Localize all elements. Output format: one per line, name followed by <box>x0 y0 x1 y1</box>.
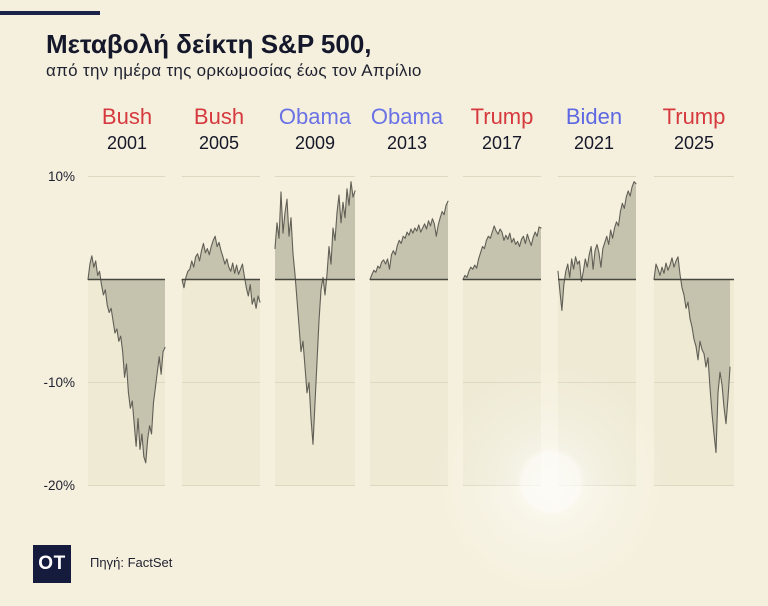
area-fill <box>654 256 730 453</box>
president-name-label: Obama <box>278 104 352 129</box>
panel-header-trump-2025: Trump 2025 <box>644 104 744 154</box>
series-line <box>181 235 261 309</box>
president-name-label: Bush <box>101 104 153 129</box>
panel-header-trump-2017: Trump 2017 <box>452 104 552 154</box>
panel-header-obama-2009: Obama 2009 <box>265 104 365 154</box>
inauguration-year-label: 2009 <box>294 133 336 153</box>
president-name-label: Bush <box>193 104 245 129</box>
inauguration-year-label: 2005 <box>198 133 240 153</box>
panel-biden-2021 <box>557 176 637 486</box>
area-fill <box>275 181 355 445</box>
panel-obama-2013 <box>369 176 449 486</box>
series-line <box>653 256 731 454</box>
inauguration-year-label: 2013 <box>386 133 428 153</box>
panel-header-obama-2013: Obama 2013 <box>357 104 457 154</box>
top-accent-bar <box>0 11 100 15</box>
series-line <box>557 181 637 311</box>
series-line <box>274 181 356 445</box>
president-name-label: Obama <box>370 104 444 129</box>
area-fill <box>182 236 260 309</box>
source-note: Πηγή: FactSet <box>90 555 173 570</box>
president-name-label: Biden <box>565 104 623 129</box>
inauguration-year-label: 2001 <box>106 133 148 153</box>
panel-trump-2017 <box>462 176 542 486</box>
ot-logo: OT <box>33 545 71 583</box>
panel-obama-2009 <box>274 176 356 486</box>
chart-title: Μεταβολή δείκτη S&P 500, <box>46 29 372 59</box>
y-tick-label: 10% <box>47 168 75 184</box>
logo-text: OT <box>38 553 66 574</box>
series-line <box>369 200 449 281</box>
area-fill <box>370 201 448 280</box>
panel-bush-2001 <box>87 176 166 486</box>
inauguration-year-label: 2021 <box>573 133 615 153</box>
president-name-label: Trump <box>662 104 726 129</box>
president-name-label: Trump <box>470 104 534 129</box>
y-tick-label: -10% <box>43 374 75 390</box>
panel-header-biden-2021: Biden 2021 <box>544 104 644 154</box>
y-tick-label: -20% <box>43 477 75 493</box>
series-line <box>462 225 542 281</box>
panel-trump-2025 <box>653 176 734 486</box>
area-fill <box>88 255 165 463</box>
chart-subtitle: από την ημέρα της ορκωμοσίας έως τον Απρ… <box>46 61 422 80</box>
inauguration-year-label: 2025 <box>673 133 715 153</box>
panel-header-bush-2001: Bush 2001 <box>77 104 177 154</box>
inauguration-year-label: 2017 <box>481 133 523 153</box>
panel-bush-2005 <box>181 176 261 486</box>
panel-header-bush-2005: Bush 2005 <box>169 104 269 154</box>
